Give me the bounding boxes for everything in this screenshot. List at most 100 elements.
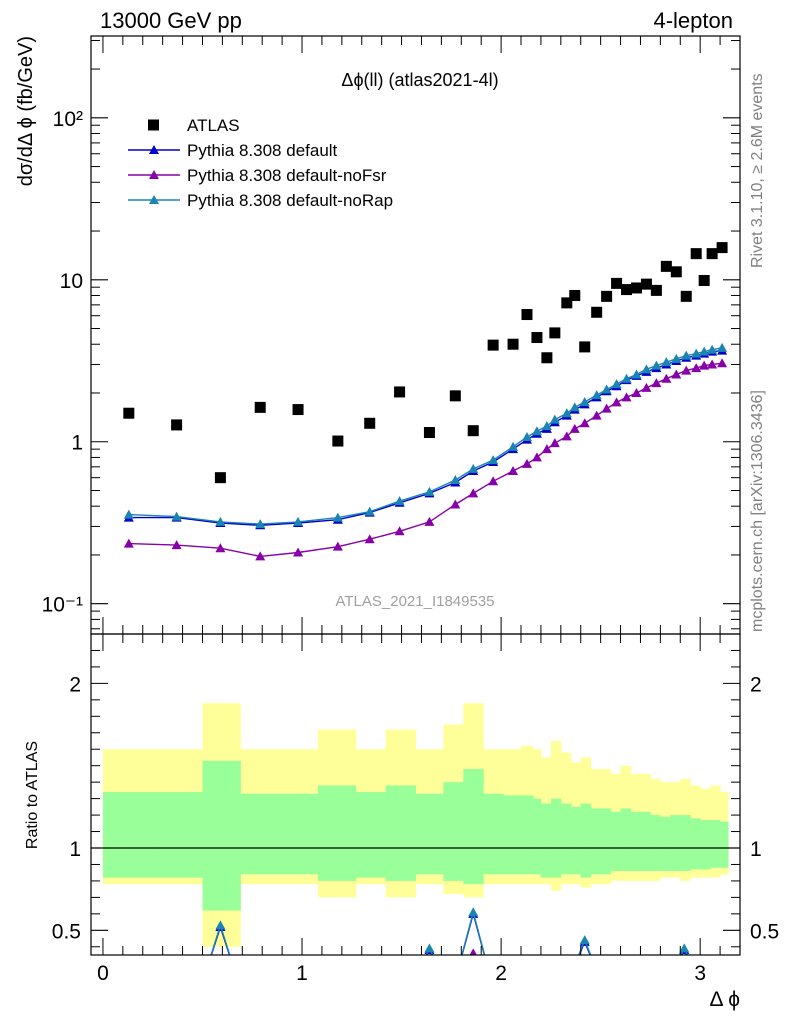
data-point-atlas [611, 277, 623, 289]
ratio-band-stat [640, 811, 651, 872]
data-point-mc-2 [293, 547, 304, 557]
data-point-atlas [680, 290, 692, 302]
data-point-mc-3 [591, 390, 602, 400]
y-tick-label: 10 [60, 270, 83, 293]
y-tick-label: 1 [71, 432, 83, 455]
header-right-label: 4-lepton [653, 8, 733, 33]
data-point-mc-3 [601, 384, 612, 394]
data-point-mc-2 [601, 403, 612, 413]
data-point-mc-3 [255, 519, 266, 529]
data-point-mc-2 [450, 499, 461, 509]
ratio-y-axis-label: Ratio to ATLAS [24, 741, 41, 849]
ratio-point-2 [679, 943, 690, 953]
data-point-mc-3 [561, 408, 572, 418]
data-point-atlas [561, 297, 573, 309]
data-point-mc-2 [641, 382, 652, 392]
data-point-mc-2 [521, 458, 532, 468]
ratio-y-tick-label: 1 [69, 838, 81, 861]
ratio-y-tick-label: 2 [69, 673, 81, 696]
legend: ATLAS Pythia 8.308 default Pythia 8.308 de… [128, 116, 393, 210]
ratio-point-2 [579, 935, 590, 945]
data-point-mc-2 [364, 534, 375, 544]
data-point-mc-2 [468, 488, 479, 498]
legend-marker [149, 145, 159, 154]
ratio-band-stat [650, 815, 661, 872]
y-tick-label: 10² [53, 108, 83, 131]
data-point-atlas [698, 274, 710, 286]
ratio-point-2 [468, 907, 479, 917]
main-panel [123, 242, 728, 561]
header-left-label: 13000 GeV pp [100, 8, 242, 33]
ratio-panel-axes: 0.5 0.5 1 1 2 2 0 1 2 3 [52, 634, 779, 985]
data-point-atlas [670, 266, 682, 278]
ratio-panel [91, 703, 740, 955]
ratio-band-stat [550, 798, 562, 878]
ratio-panel-frame [90, 633, 741, 956]
data-point-atlas [254, 401, 266, 413]
data-point-atlas [640, 278, 652, 290]
ratio-band-stat [600, 808, 612, 875]
legend-marker-atlas [148, 119, 159, 131]
ratio-band-stat [660, 816, 671, 872]
data-point-mc-2 [171, 540, 182, 550]
data-point-mc-3 [579, 396, 590, 406]
data-point-mc-3 [569, 402, 580, 412]
data-point-mc-2 [611, 397, 622, 407]
ratio-series-line-2 [578, 938, 592, 955]
data-point-atlas [591, 306, 603, 318]
legend-entry-label: Pythia 8.308 default-noFsr [187, 166, 387, 185]
ratio-band-stat [355, 792, 387, 878]
data-point-mc-2 [681, 365, 692, 375]
data-point-mc-2 [508, 465, 519, 475]
data-point-mc-3 [215, 516, 226, 526]
data-point-mc-2 [691, 363, 702, 373]
ratio-band-stat [385, 785, 416, 881]
data-point-atlas [507, 338, 519, 350]
ratio-band-stat [202, 760, 241, 911]
ratio-band-stat [700, 820, 711, 870]
data-point-atlas [467, 425, 479, 437]
data-point-mc-2 [123, 538, 134, 548]
ratio-band-stat [483, 793, 504, 875]
ratio-band-stat [463, 768, 484, 885]
data-point-mc-3 [332, 512, 343, 522]
ratio-band-stat [710, 820, 721, 868]
ratio-band-stat [240, 793, 281, 875]
ratio-point-1 [469, 948, 477, 955]
ratio-band-stat [570, 806, 582, 875]
data-point-mc-3 [394, 496, 405, 506]
data-point-mc-2 [707, 359, 718, 369]
ratio-point-2 [215, 920, 226, 930]
ratio-series-line-1 [471, 951, 475, 955]
data-point-mc-2 [717, 358, 728, 368]
x-tick-label: 0 [97, 962, 109, 985]
side-mcplots-label: mcplots.cern.ch [arXiv:1306.3436] [749, 390, 766, 632]
data-point-mc-2 [699, 360, 710, 370]
data-point-atlas [123, 407, 135, 419]
x-axis-label: Δ ϕ [710, 988, 740, 1011]
ratio-band-stat [630, 811, 641, 872]
ratio-series-line-0 [426, 948, 433, 955]
data-point-mc-2 [569, 423, 580, 433]
ratio-band-stat [590, 808, 602, 875]
data-point-mc-2 [488, 476, 499, 486]
ratio-band-stat [154, 792, 203, 878]
ratio-band-stat [521, 795, 534, 875]
data-point-mc-3 [508, 441, 519, 451]
x-tick-label: 1 [296, 962, 308, 985]
data-point-mc-2 [215, 543, 226, 553]
ratio-band-stat [560, 803, 572, 875]
data-point-atlas [660, 260, 672, 272]
data-point-atlas [579, 341, 591, 353]
data-point-atlas [521, 309, 533, 321]
data-point-mc-2 [549, 438, 560, 448]
data-point-atlas [630, 282, 642, 294]
legend-marker [149, 195, 159, 204]
data-point-atlas [332, 435, 344, 447]
ratio-y-tick-label-right: 2 [750, 673, 762, 696]
data-point-atlas [650, 284, 662, 296]
data-point-mc-3 [488, 455, 499, 465]
data-point-mc-3 [531, 426, 542, 436]
data-point-atlas [171, 419, 183, 431]
